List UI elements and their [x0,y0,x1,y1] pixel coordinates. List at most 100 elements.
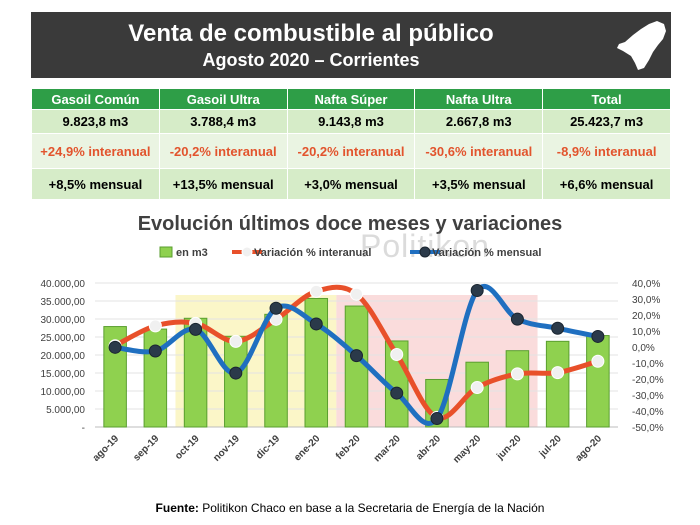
y-left-tick-label: - [82,423,85,434]
y-right-tick-label: 40,0% [632,279,660,290]
bar [505,350,530,428]
interanual-row: +24,9% interanual -20,2% interanual -20,… [31,133,671,169]
point-mensual [108,340,122,354]
y-right-tick-label: -20,0% [632,375,664,386]
mensual-cell: +3,5% mensual [414,168,544,200]
y-right-tick-label: -40,0% [632,407,664,418]
bar [344,305,369,428]
x-tick-label: mar-20 [372,433,403,464]
point-interanual [551,366,565,380]
volume-cell: 9.823,8 m3 [31,109,160,134]
mensual-cell: +6,6% mensual [542,168,671,200]
x-tick-label: may-20 [451,433,483,465]
legend-label: en m3 [176,247,208,259]
point-interanual [309,284,323,298]
bar [545,340,570,428]
mensual-cell: +3,0% mensual [286,168,416,200]
header-gasoil-comun: Gasoil Común [31,88,160,110]
y-left-tick-label: 5.000,00 [46,405,85,416]
mensual-cell: +13,5% mensual [158,168,288,200]
header-nafta-ultra: Nafta Ultra [414,88,544,110]
fuel-summary-table: Gasoil Común Gasoil Ultra Nafta Súper Na… [31,88,671,200]
point-interanual [229,334,243,348]
point-mensual [189,322,203,336]
province-map-icon [617,21,666,70]
source-text: Politikon Chaco en base a la Secretaria … [198,501,545,515]
x-tick-label: feb-20 [334,433,363,462]
point-mensual [551,321,565,335]
point-mensual [148,344,162,358]
x-tick-label: jun-20 [494,433,524,463]
x-tick-label: ene-20 [292,433,322,463]
y-right-tick-label: 0,0% [632,343,655,354]
bar [224,335,248,428]
point-mensual [510,312,524,326]
point-interanual [470,380,484,394]
source-note: Fuente: Politikon Chaco en base a la Sec… [0,501,700,515]
x-tick-label: ago-20 [573,433,604,464]
point-interanual [350,287,363,301]
y-right-tick-label: -30,0% [632,391,664,402]
point-interanual [591,354,605,368]
watermark: Politikon [360,228,490,264]
volume-cell: 9.143,8 m3 [286,109,416,134]
header-gasoil-ultra: Gasoil Ultra [158,88,288,110]
bar [103,326,127,428]
point-interanual [148,319,162,333]
x-tick-label: jul-20 [537,433,564,460]
x-tick-label: ago-19 [91,433,122,464]
point-mensual [390,386,404,400]
point-mensual [229,366,243,380]
y-left-tick-label: 10.000,00 [41,387,86,398]
x-tick-label: abr-20 [414,433,443,462]
table-header-row: Gasoil Común Gasoil Ultra Nafta Súper Na… [31,88,671,110]
volume-cell: 2.667,8 m3 [414,109,544,134]
header-banner: Venta de combustible al público Agosto 2… [31,12,671,78]
y-left-tick-label: 30.000,00 [41,315,86,326]
legend-swatch-bar [159,246,173,258]
legend-label: Variación % mensual [432,247,541,259]
point-mensual [470,284,484,298]
y-left-tick-label: 20.000,00 [41,351,86,362]
x-tick-label: dic-19 [254,433,283,462]
y-right-tick-label: 20,0% [632,311,660,322]
bar [143,328,168,428]
y-right-tick-label: 10,0% [632,327,660,338]
volume-cell: 25.423,7 m3 [542,109,671,134]
y-left-tick-label: 35.000,00 [41,297,86,308]
source-label: Fuente: [155,501,199,515]
mensual-cell: +8,5% mensual [31,168,160,200]
mensual-row: +8,5% mensual +13,5% mensual +3,0% mensu… [31,168,671,200]
point-mensual [430,412,444,426]
header-total: Total [542,88,671,110]
page-subtitle: Agosto 2020 – Corrientes [202,50,420,70]
legend-label: Variación % interanual [254,247,371,259]
y-left-tick-label: 40.000,00 [41,279,86,290]
y-left-tick-label: 15.000,00 [41,369,86,380]
point-mensual [309,317,323,331]
bar [264,313,288,428]
page-title: Venta de combustible al público [128,20,494,47]
legend-marker-interanual [241,246,253,258]
x-tick-label: sep-19 [131,433,161,463]
x-tick-label: oct-19 [173,433,202,462]
interanual-cell: -20,2% interanual [158,133,288,169]
y-right-tick-label: -50,0% [632,423,664,434]
interanual-cell: -8,9% interanual [542,133,671,169]
legend-marker-mensual [419,246,431,258]
point-mensual [350,349,363,363]
volume-cell: 3.788,4 m3 [158,109,288,134]
point-mensual [591,329,605,343]
bar [586,335,610,428]
combo-chart: - 5.000,00 10.000,00 15.000,00 20.000,00 25.0… [41,246,664,465]
interanual-cell: -30,6% interanual [414,133,544,169]
header-nafta-super: Nafta Súper [286,88,416,110]
y-left-tick-label: 25.000,00 [41,333,86,344]
interanual-cell: +24,9% interanual [31,133,160,169]
point-mensual [269,301,283,315]
point-interanual [510,367,524,381]
y-right-tick-label: 30,0% [632,295,660,306]
point-interanual [390,348,404,362]
x-tick-label: nov-19 [211,433,242,464]
interanual-cell: -20,2% interanual [286,133,416,169]
